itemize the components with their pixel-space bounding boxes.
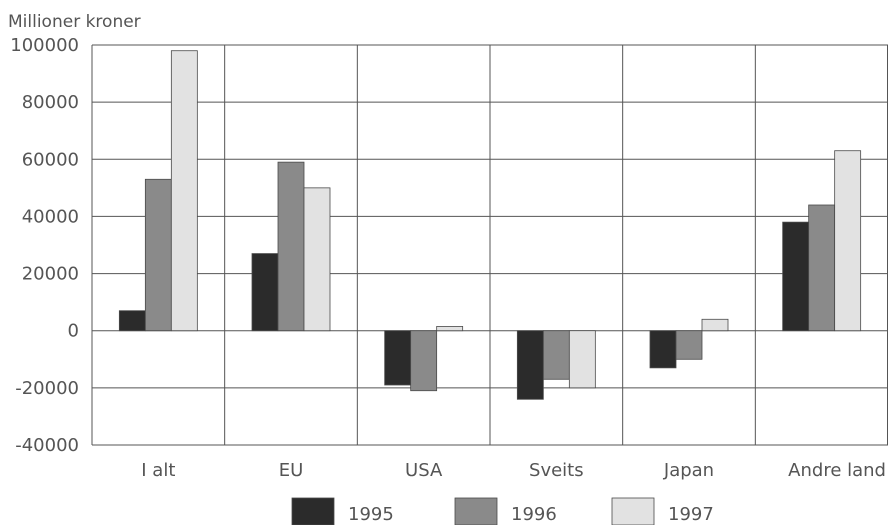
bar-1997-1 [303,187,331,332]
bar-1997-5 [834,150,862,332]
bar-1995-3 [516,330,544,400]
legend-label: 1997 [668,504,714,525]
category-label: Japan [663,460,714,481]
y-tick-label: 100000 [10,35,79,56]
bar-1997-2 [436,326,464,332]
bar-1995-5 [782,221,810,332]
bar-1996-4 [675,330,703,360]
y-tick-labels: 100000 80000 60000 40000 20000 0 -20000 -40000 [10,35,79,456]
category-label: USA [405,460,443,481]
bar-1997-4 [701,318,729,332]
bar-1996-2 [410,330,438,392]
legend-label: 1995 [348,504,394,525]
bar-1996-5 [808,204,836,332]
legend-swatch-1995 [291,497,335,525]
y-tick-label: 40000 [22,206,79,227]
legend-swatch-1996 [454,497,498,525]
category-label: I alt [141,460,175,481]
y-tick-label: 60000 [22,149,79,170]
legend: 1995 1996 1997 [291,497,714,525]
bar-1996-0 [144,178,172,332]
gridlines [91,44,888,446]
bar-1996-3 [542,330,570,380]
bar-1995-4 [649,330,677,369]
bar-1995-0 [118,310,146,332]
y-tick-label: 80000 [22,92,79,113]
category-labels: I alt EU USA Sveits Japan Andre land [141,460,886,481]
y-tick-label: 0 [68,321,79,342]
bar-1995-2 [384,330,412,386]
category-label: Andre land [788,460,886,481]
y-tick-label: 20000 [22,264,79,285]
bar-1997-3 [568,330,596,389]
y-tick-label: -20000 [15,378,79,399]
legend-swatch-1997 [611,497,655,525]
legend-label: 1996 [511,504,557,525]
category-label: EU [279,460,304,481]
bar-1996-1 [277,161,305,332]
y-axis-label: Millioner kroner [8,12,141,32]
bar-1995-1 [251,253,279,332]
bars [118,50,862,400]
y-tick-label: -40000 [15,435,79,456]
category-label: Sveits [529,460,584,481]
bar-1997-0 [170,50,198,332]
